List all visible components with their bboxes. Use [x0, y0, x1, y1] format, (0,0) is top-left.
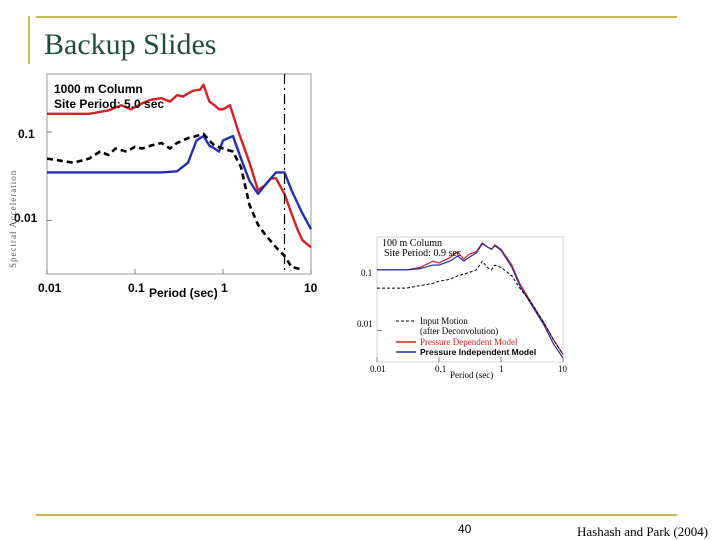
- chart1-ytick-1: 0.01: [14, 211, 38, 225]
- chart2-xlabel: Period (sec): [450, 370, 493, 380]
- left-rule: [28, 16, 30, 64]
- chart2-xtick-1: 0.1: [435, 364, 446, 374]
- chart2-ytick-1: 0.01: [357, 319, 373, 329]
- legend-label-pressure-independent: Pressure Independent Model: [420, 347, 536, 357]
- spectral-chart-100m: 100 m Column Site Period: 0.9 sec 0.1 0.…: [357, 236, 568, 380]
- chart2-xtick-0: 0.01: [370, 364, 386, 374]
- chart1-series-pressure-independent: [47, 134, 313, 230]
- chart1-xtick-0: 0.01: [38, 281, 62, 295]
- chart2-plot-frame: [376, 236, 564, 363]
- legend-label-input-motion: Input Motion: [420, 316, 468, 326]
- chart1-ylabel: Spectral Acceleration: [8, 170, 18, 268]
- chart2-series-pressure-independent: [377, 243, 564, 359]
- spectral-chart-1000m: 1000 m Column Site Period: 5.0 sec 0.1 0…: [8, 73, 318, 300]
- page-number: 40: [458, 522, 472, 536]
- chart1-xlabel: Period (sec): [149, 286, 218, 300]
- legend-sublabel-input-motion: (after Deconvolution): [420, 326, 498, 336]
- chart2-series-input-motion: [377, 260, 564, 355]
- chart1-plot-frame: [46, 73, 312, 275]
- chart1-series-pressure-dependent: [47, 83, 312, 249]
- chart2-xtick-3: 10: [558, 364, 568, 374]
- chart2-series-pressure-dependent: [377, 242, 564, 355]
- bottom-rule: [36, 514, 677, 516]
- chart2-subtitle: Site Period: 0.9 sec: [384, 248, 462, 259]
- chart1-subtitle: Site Period: 5.0 sec: [54, 97, 164, 111]
- chart1-ytick-0: 0.1: [18, 127, 35, 141]
- chart2-title: 100 m Column: [382, 238, 442, 249]
- chart1-xtick-3: 10: [304, 281, 318, 295]
- chart1-title: 1000 m Column: [54, 82, 143, 96]
- chart2-ytick-0: 0.1: [361, 268, 372, 278]
- chart2-xtick-2: 1: [499, 364, 504, 374]
- legend-label-pressure-dependent: Pressure Dependent Model: [420, 337, 518, 347]
- slide-title: Backup Slides: [44, 28, 217, 61]
- chart1-xtick-2: 1: [221, 281, 228, 295]
- chart1-xtick-1: 0.1: [128, 281, 145, 295]
- citation: Hashash and Park (2004): [577, 524, 709, 539]
- top-rule: [36, 16, 677, 18]
